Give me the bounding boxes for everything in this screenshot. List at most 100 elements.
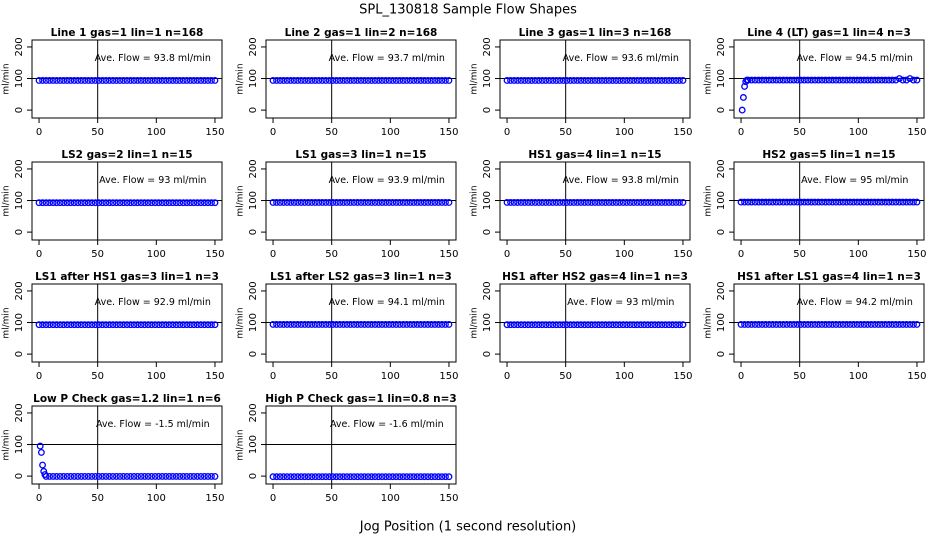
data-point	[531, 321, 539, 329]
data-point	[396, 76, 404, 84]
x-tick-label: 150	[439, 127, 458, 138]
data-point	[909, 320, 917, 328]
annotation: Ave. Flow = -1.6 ml/min	[330, 419, 444, 430]
data-point	[616, 76, 624, 84]
data-point	[577, 321, 585, 329]
annotation: Ave. Flow = 93 ml/min	[567, 297, 674, 308]
x-tick-label: 0	[504, 249, 510, 260]
data-point	[389, 320, 397, 328]
data-point	[818, 76, 826, 84]
data-point	[906, 320, 914, 328]
data-point	[190, 199, 198, 207]
data-point	[804, 320, 812, 328]
data-point	[871, 320, 879, 328]
data-point	[857, 198, 865, 206]
data-point	[804, 76, 812, 84]
x-tick-label: 100	[615, 371, 634, 382]
y-axis-label: ml/min	[704, 185, 714, 216]
x-tick-label: 100	[849, 127, 868, 138]
data-point	[204, 199, 212, 207]
y-axis-label: ml/min	[2, 63, 12, 94]
y-tick-label: 200	[482, 159, 493, 178]
data-point	[361, 76, 368, 84]
data-point	[588, 76, 595, 84]
data-point	[357, 76, 365, 84]
data-point	[651, 76, 659, 84]
data-point	[836, 320, 844, 328]
data-point	[860, 76, 868, 84]
data-point	[510, 76, 518, 84]
x-tick-label: 100	[147, 371, 166, 382]
data-point	[427, 198, 435, 206]
data-point	[793, 320, 801, 328]
data-point	[74, 321, 82, 329]
data-point	[322, 473, 330, 481]
data-point	[318, 473, 326, 481]
data-point	[325, 473, 333, 481]
data-point	[179, 199, 187, 207]
data-point	[60, 321, 68, 329]
data-point	[790, 320, 798, 328]
y-tick-label: 0	[482, 107, 493, 113]
y-axis-label: ml/min	[2, 429, 12, 460]
data-point	[77, 321, 85, 329]
x-tick-label: 50	[793, 127, 806, 138]
data-point	[559, 198, 567, 206]
data-point	[609, 198, 617, 206]
data-point	[867, 76, 875, 84]
data-point	[517, 321, 525, 329]
y-tick-label: 0	[14, 229, 25, 235]
data-point	[665, 321, 673, 329]
data-point	[53, 76, 61, 84]
data-point	[102, 472, 110, 480]
data-point	[269, 473, 277, 481]
x-tick-label: 150	[673, 249, 692, 260]
data-point	[417, 198, 425, 206]
data-point	[623, 321, 631, 329]
panel-title: LS1 gas=3 lin=1 n=15	[295, 149, 426, 161]
data-point	[424, 473, 432, 481]
data-point	[626, 321, 634, 329]
data-point	[392, 198, 400, 206]
data-point	[70, 199, 78, 207]
data-point	[913, 198, 921, 206]
data-point	[88, 199, 96, 207]
data-point	[535, 198, 543, 206]
data-point	[141, 199, 149, 207]
data-point	[134, 76, 142, 84]
data-point	[609, 321, 617, 329]
data-point	[793, 76, 801, 84]
data-point	[375, 473, 383, 481]
data-point	[647, 76, 655, 84]
annotation: Ave. Flow = 94.1 ml/min	[329, 297, 445, 308]
data-point	[445, 473, 453, 481]
y-tick-label: 0	[482, 229, 493, 235]
y-tick-label: 100	[14, 69, 25, 88]
data-point	[88, 76, 96, 84]
data-point	[640, 198, 648, 206]
data-point	[822, 320, 829, 328]
data-point	[385, 76, 393, 84]
data-point	[204, 472, 212, 480]
data-point	[867, 320, 875, 328]
data-point	[878, 76, 886, 84]
data-point	[538, 198, 546, 206]
data-point	[280, 473, 288, 481]
y-tick-label: 100	[482, 313, 493, 332]
data-point	[343, 198, 351, 206]
data-point	[637, 321, 645, 329]
panel-title: LS1 after HS1 gas=3 lin=1 n=3	[35, 271, 219, 283]
y-tick-label: 100	[14, 191, 25, 210]
data-point	[155, 76, 163, 84]
data-point	[102, 199, 110, 207]
data-point	[183, 199, 191, 207]
data-point	[158, 472, 166, 480]
annotation: Ave. Flow = 94.2 ml/min	[797, 297, 913, 308]
plot-frame	[499, 283, 691, 363]
data-point	[134, 321, 142, 329]
y-axis-label: ml/min	[236, 429, 246, 460]
data-point	[672, 321, 680, 329]
panel-title: LS1 after LS2 gas=3 lin=1 n=3	[270, 271, 452, 283]
data-point	[336, 473, 344, 481]
x-tick-label: 150	[205, 371, 224, 382]
